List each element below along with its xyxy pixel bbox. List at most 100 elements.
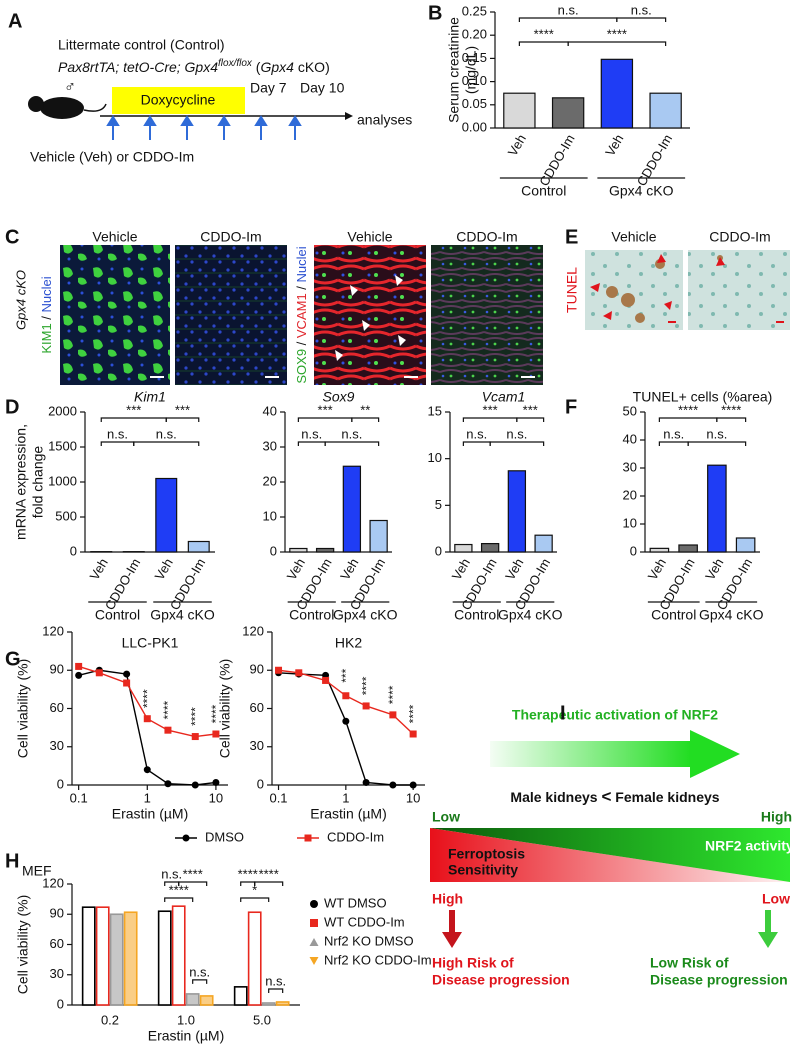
significance-label: n.s. — [466, 426, 487, 441]
x-tick-label: 0.1 — [70, 790, 88, 805]
bar — [233, 986, 248, 1006]
bar — [247, 911, 262, 1006]
point — [409, 781, 417, 789]
x-tick-label: 10 — [209, 790, 223, 805]
bar — [342, 465, 362, 553]
y-tick-label: 90 — [50, 662, 64, 677]
point — [75, 662, 83, 670]
x-axis-label: Erastin (µM) — [148, 1028, 225, 1044]
significance-label: n.s. — [663, 426, 684, 441]
panel-letter: I — [560, 702, 566, 724]
stain-label: SOX9 / VCAM1 / Nuclei — [294, 246, 309, 383]
point — [322, 676, 330, 684]
significance-bracket — [100, 417, 167, 422]
chart-title: TUNEL+ cells (%area) — [633, 389, 773, 405]
significance-bracket — [687, 441, 747, 446]
gradient-arrow — [490, 741, 690, 767]
point — [275, 666, 283, 674]
significance-label: n.s. — [301, 426, 322, 441]
panel-letter: E — [565, 226, 578, 248]
x-tick-label: 1 — [144, 790, 151, 805]
significance-label: *** — [318, 402, 333, 417]
significance-bracket — [254, 881, 284, 886]
image-title: CDDO-Im — [709, 229, 770, 245]
x-tick-label: Veh — [337, 556, 361, 583]
significance-label: n.s. — [189, 964, 210, 979]
significance-bracket — [518, 41, 569, 46]
y-tick-label: 120 — [242, 623, 264, 638]
significance-label: **** — [169, 882, 189, 897]
legend-marker — [309, 938, 319, 946]
y-tick-label: 0.00 — [462, 119, 487, 134]
day-label: Day 7 — [250, 80, 287, 96]
bar — [123, 911, 138, 1006]
point — [342, 717, 350, 725]
y-tick-label: 0.25 — [462, 3, 487, 18]
group-label: Gpx4 cKO — [150, 607, 215, 623]
end-label: analyses — [357, 112, 412, 128]
doxycycline-bar — [112, 87, 245, 114]
significance-bracket — [516, 417, 545, 422]
y-tick-label: 0 — [257, 776, 264, 791]
ferroptosis-wedge — [430, 828, 790, 882]
significance-label: n.s. — [107, 426, 128, 441]
bar — [534, 534, 553, 553]
image-title: CDDO-Im — [200, 229, 261, 245]
legend-marker — [182, 834, 190, 842]
chart-title: LLC-PK1 — [122, 635, 179, 651]
y-tick-label: 40 — [263, 403, 277, 418]
x-tick-label: CDDO-Im — [634, 132, 676, 189]
significance-bracket — [268, 988, 284, 993]
chart-title: Kim1 — [134, 389, 166, 405]
image-title: Vehicle — [611, 229, 656, 245]
point — [123, 679, 131, 687]
significance-bracket — [351, 417, 380, 422]
y-tick-label: 0.20 — [462, 27, 487, 42]
bar — [649, 92, 682, 129]
significance-bracket — [324, 441, 380, 446]
point — [389, 711, 397, 719]
sep: / — [294, 338, 309, 349]
y-tick-label: 30 — [50, 966, 64, 981]
text: Female kidneys — [615, 789, 719, 805]
y-tick-label: 20 — [623, 487, 637, 502]
point — [295, 669, 303, 677]
y-axis-label: Cell viability (%) — [15, 895, 31, 995]
panel-letter: C — [5, 226, 19, 248]
micrograph — [585, 250, 683, 330]
arrowhead — [345, 112, 353, 120]
significance-label: n.s. — [706, 426, 727, 441]
significance-bracket — [489, 441, 545, 446]
day-label: Day 10 — [300, 80, 345, 96]
point — [212, 730, 220, 738]
x-tick-label: 10 — [406, 790, 420, 805]
bar — [735, 537, 756, 553]
x-tick-label: 1 — [342, 790, 349, 805]
panel-c: Gpx4 cKO KIM1 / Nuclei SOX9 / VCAM1 / Nu… — [13, 229, 543, 385]
stain: VCAM1 — [294, 293, 309, 338]
significance-label: **** — [238, 866, 258, 881]
significance-bracket — [297, 441, 326, 446]
legend-label: WT CDDO-Im — [324, 914, 405, 929]
point — [143, 715, 151, 723]
y-tick-label: 0 — [70, 543, 77, 558]
panel-letter: G — [5, 648, 21, 670]
bar — [678, 544, 698, 553]
significance-bracket — [297, 417, 353, 422]
point — [143, 766, 151, 774]
y-axis-label: Serum creatinine — [446, 17, 462, 123]
significance-label: *** — [339, 668, 353, 682]
y-tick-label: 40 — [623, 431, 637, 446]
y-axis-label: (mg/dL) — [463, 46, 479, 94]
significance-bracket — [178, 881, 208, 886]
panel-letter: F — [565, 396, 577, 418]
micrograph — [688, 250, 790, 330]
bar — [503, 92, 536, 129]
bar — [109, 913, 124, 1006]
bar — [185, 993, 200, 1006]
y-tick-label: 120 — [42, 875, 64, 890]
x-tick-label: 1.0 — [177, 1012, 195, 1027]
bar — [507, 470, 527, 553]
risk-label: Low Risk of — [650, 955, 729, 971]
significance-label: n.s. — [156, 426, 177, 441]
